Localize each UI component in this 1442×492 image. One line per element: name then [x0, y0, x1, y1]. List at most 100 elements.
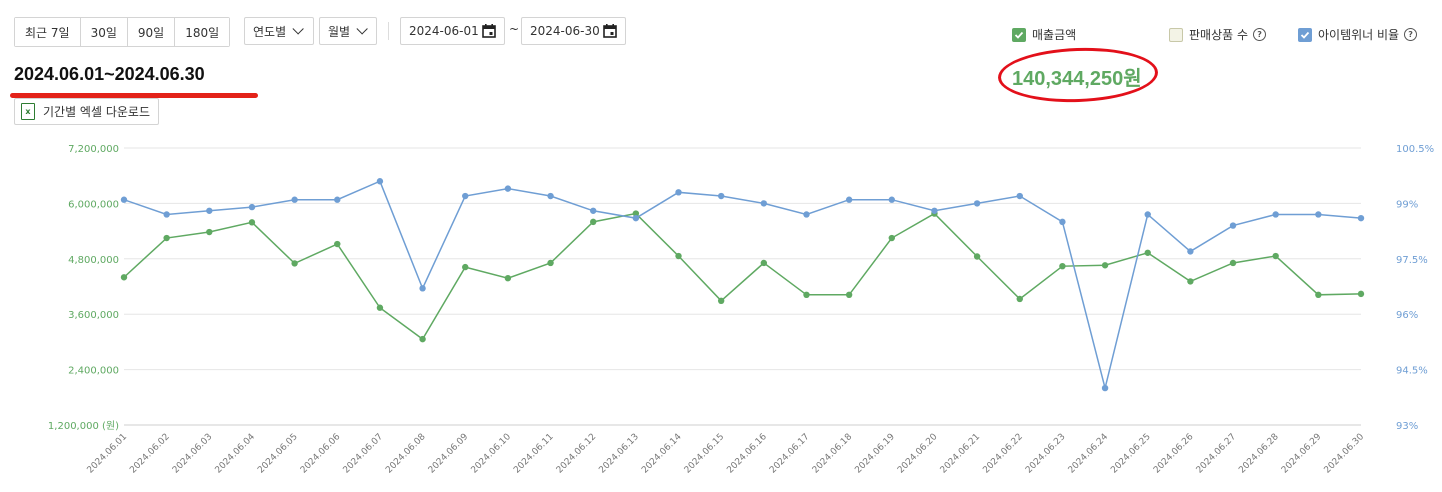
x-tick-label: 2024.06.18 — [811, 432, 855, 476]
x-tick-label: 2024.06.04 — [214, 432, 258, 476]
x-tick-label: 2024.06.21 — [939, 432, 983, 476]
x-tick-label: 2024.06.30 — [1323, 432, 1367, 476]
total-sales-amount: 140,344,250원 — [1012, 68, 1142, 90]
data-point — [1272, 211, 1279, 218]
data-point — [419, 335, 426, 343]
legend-winner-toggle[interactable]: 아이템위너 비율 ? — [1298, 26, 1418, 43]
help-icon[interactable]: ? — [1404, 28, 1418, 41]
x-tick-label: 2024.06.24 — [1067, 432, 1111, 476]
data-point — [1144, 249, 1151, 256]
y-right-tick-label: 96% — [1396, 310, 1418, 321]
data-point — [1059, 218, 1066, 226]
data-point — [334, 240, 341, 248]
x-tick-label: 2024.06.13 — [597, 432, 641, 476]
data-point — [931, 207, 938, 214]
data-point — [206, 228, 213, 236]
data-point — [376, 304, 384, 311]
data-point — [973, 253, 981, 260]
toolbar-divider — [388, 22, 389, 40]
x-tick-label: 2024.06.16 — [725, 432, 769, 476]
data-point — [590, 207, 597, 214]
x-tick-label: 2024.06.28 — [1237, 432, 1281, 476]
x-tick-label: 2024.06.02 — [128, 432, 172, 476]
period-title: 2024.06.01~2024.06.30 — [14, 64, 205, 84]
legend-products-label: 판매상품 수 — [1189, 28, 1249, 42]
data-point — [590, 218, 597, 226]
x-tick-label: 2024.06.01 — [86, 432, 130, 476]
period-180d-button[interactable]: 180일 — [174, 18, 230, 46]
y-left-tick-label: 1,200,000 (원) — [48, 420, 119, 432]
date-range-separator: ~ — [509, 22, 520, 36]
x-tick-label: 2024.06.23 — [1024, 432, 1068, 476]
data-point — [1016, 192, 1023, 200]
data-point — [1059, 262, 1066, 270]
data-point — [760, 200, 768, 207]
period-30d-button[interactable]: 30일 — [79, 18, 127, 46]
x-tick-label: 2024.06.10 — [470, 432, 514, 476]
data-point — [1187, 248, 1194, 255]
x-tick-label: 2024.06.20 — [896, 432, 940, 476]
x-tick-label: 2024.06.14 — [640, 432, 684, 476]
date-from-input[interactable]: 2024-06-01 — [400, 17, 505, 45]
checkbox-checked-icon[interactable] — [1012, 27, 1026, 42]
checkbox-unchecked-icon[interactable] — [1169, 27, 1183, 42]
group-month-label: 월별 — [328, 24, 351, 39]
series-line — [123, 212, 1362, 341]
date-to-input[interactable]: 2024-06-30 — [521, 17, 626, 45]
data-point — [1229, 222, 1237, 229]
data-point — [504, 185, 512, 192]
data-point — [504, 274, 512, 282]
help-icon[interactable]: ? — [1253, 28, 1267, 41]
data-point — [376, 178, 384, 185]
x-tick-label: 2024.06.17 — [768, 432, 812, 476]
x-tick-label: 2024.06.03 — [171, 432, 215, 476]
legend-products-toggle[interactable]: 판매상품 수 ? — [1169, 26, 1267, 43]
x-tick-label: 2024.06.19 — [853, 432, 897, 476]
data-point — [1272, 252, 1279, 260]
data-point — [120, 274, 128, 281]
x-tick-label: 2024.06.09 — [427, 432, 471, 476]
x-tick-label: 2024.06.05 — [256, 432, 300, 476]
data-point — [120, 196, 128, 203]
data-point — [845, 291, 853, 299]
period-button-group: 최근 7일 30일 90일 180일 — [14, 17, 231, 47]
date-to-value: 2024-06-30 — [530, 24, 600, 38]
data-point — [632, 210, 640, 217]
date-from-value: 2024-06-01 — [409, 24, 479, 38]
data-point — [419, 285, 426, 292]
y-right-tick-label: 93% — [1396, 421, 1418, 432]
y-right-tick-label: 97.5% — [1396, 255, 1428, 266]
data-point — [803, 211, 810, 218]
group-year-select[interactable]: 연도별 — [244, 17, 314, 45]
data-point — [462, 192, 469, 200]
data-point — [163, 234, 170, 242]
group-month-select[interactable]: 월별 — [319, 17, 377, 45]
period-90d-button[interactable]: 90일 — [126, 18, 175, 46]
data-point — [1016, 295, 1023, 303]
x-tick-label: 2024.06.25 — [1109, 432, 1153, 476]
period-7d-button[interactable]: 최근 7일 — [15, 18, 80, 46]
data-point — [845, 196, 853, 203]
x-tick-label: 2024.06.07 — [342, 432, 386, 476]
x-tick-label: 2024.06.27 — [1195, 432, 1239, 476]
y-right-tick-label: 99% — [1396, 199, 1418, 210]
excel-download-button[interactable]: x 기간별 엑셀 다운로드 — [14, 98, 159, 125]
data-point — [675, 189, 682, 196]
data-point — [717, 192, 725, 200]
data-point — [248, 203, 256, 211]
x-tick-label: 2024.06.26 — [1152, 432, 1196, 476]
data-point — [632, 214, 640, 222]
data-point — [888, 234, 895, 242]
y-left-tick-label: 3,600,000 — [68, 310, 119, 321]
calendar-icon[interactable] — [603, 24, 617, 38]
data-point — [1229, 259, 1237, 267]
legend-sales-toggle[interactable]: 매출금액 — [1012, 26, 1076, 43]
group-year-label: 연도별 — [253, 24, 287, 39]
data-point — [206, 207, 213, 214]
checkbox-checked-icon[interactable] — [1298, 27, 1312, 42]
annotation-underline — [10, 93, 258, 98]
y-right-tick-label: 100.5% — [1396, 144, 1434, 155]
x-tick-label: 2024.06.11 — [512, 432, 556, 476]
calendar-icon[interactable] — [482, 24, 496, 38]
